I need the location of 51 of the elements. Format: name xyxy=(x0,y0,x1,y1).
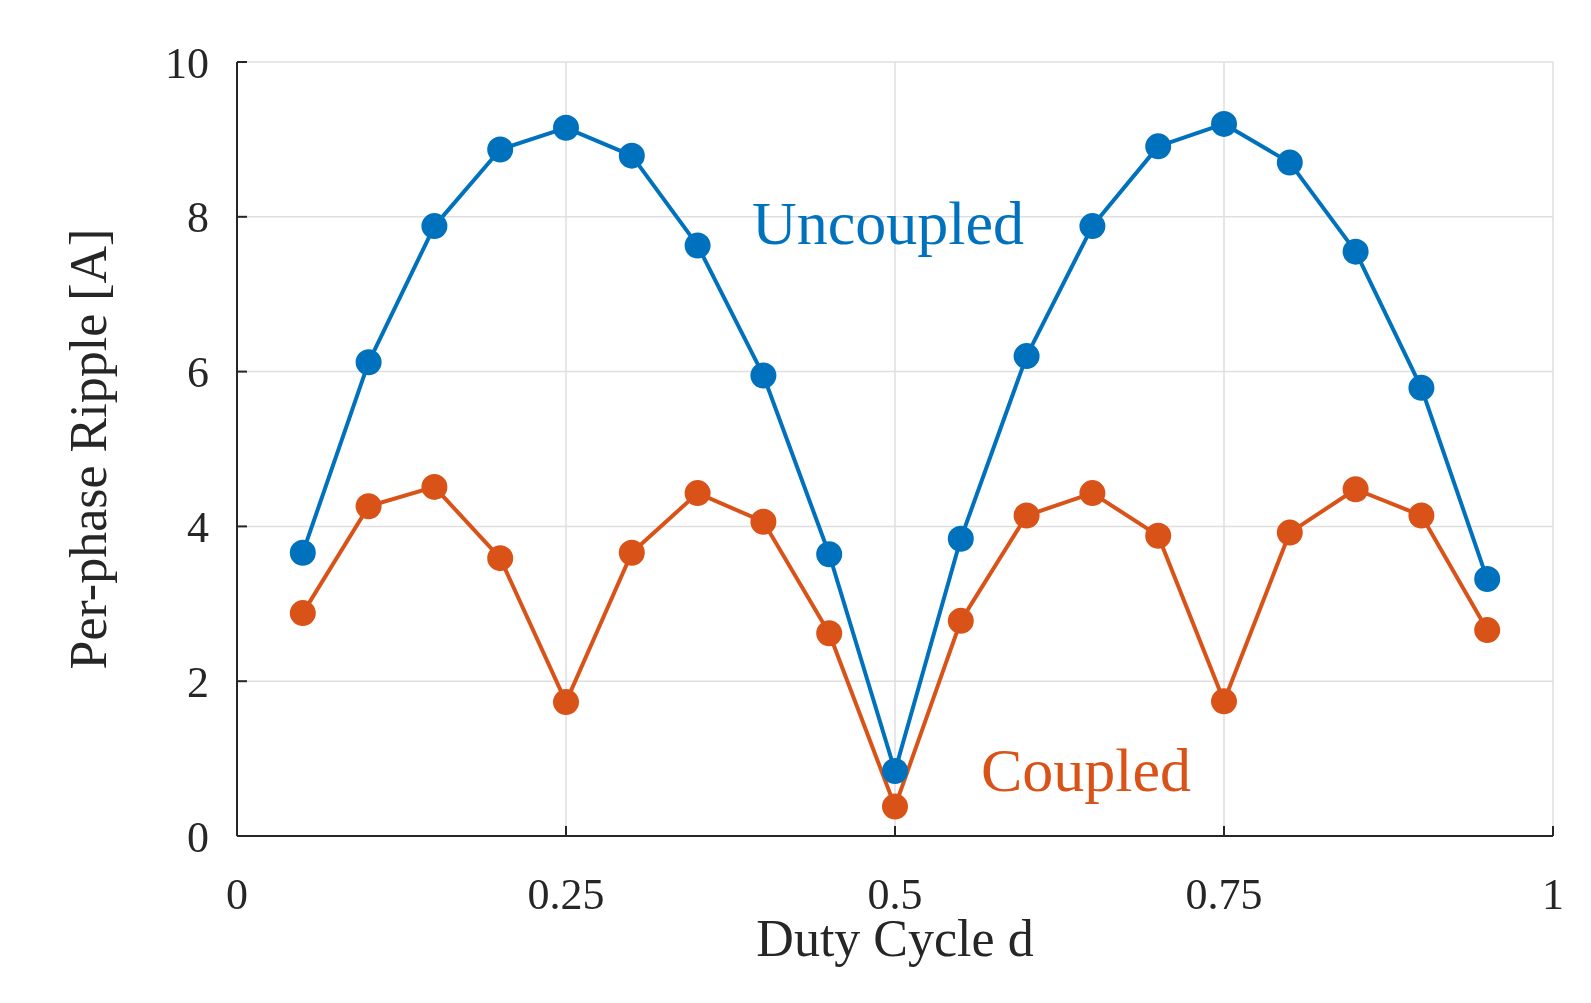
point xyxy=(289,600,316,627)
y-tick-label: 8 xyxy=(187,193,209,243)
point xyxy=(1342,238,1369,265)
point xyxy=(1145,133,1172,160)
point xyxy=(421,473,448,500)
point xyxy=(355,493,382,520)
point xyxy=(882,793,908,820)
point xyxy=(1276,519,1303,546)
point xyxy=(553,114,579,141)
y-tick-label: 0 xyxy=(187,812,209,862)
point xyxy=(487,136,514,163)
x-tick-label: 0.25 xyxy=(527,870,605,920)
point xyxy=(1145,522,1172,549)
point xyxy=(1013,502,1040,529)
y-tick-label: 10 xyxy=(165,38,209,88)
point xyxy=(1211,110,1237,137)
point xyxy=(947,525,974,552)
point xyxy=(684,480,711,507)
point xyxy=(421,213,448,240)
series-label: Coupled xyxy=(980,735,1192,806)
point xyxy=(355,349,382,376)
y-tick-label: 2 xyxy=(187,657,209,707)
point xyxy=(553,689,579,716)
point xyxy=(750,508,777,535)
y-tick-label: 6 xyxy=(187,348,209,398)
point xyxy=(1342,476,1369,503)
series-label: Uncoupled xyxy=(751,188,1025,259)
x-tick-label: 1 xyxy=(1542,870,1564,920)
point xyxy=(1408,502,1435,529)
point xyxy=(1276,149,1303,176)
y-axis-title: Per-phase Ripple [A] xyxy=(60,228,118,670)
point xyxy=(1079,213,1106,240)
point xyxy=(1408,374,1435,401)
point xyxy=(1079,480,1106,507)
point xyxy=(1013,343,1040,370)
point xyxy=(947,607,974,634)
x-tick-label: 0.75 xyxy=(1185,870,1263,920)
point xyxy=(1474,617,1501,644)
point xyxy=(487,545,514,572)
point xyxy=(618,539,645,566)
point xyxy=(618,142,645,169)
point xyxy=(684,232,711,259)
point xyxy=(882,757,908,784)
y-tick-label: 4 xyxy=(187,503,209,553)
x-tick-label: 0 xyxy=(226,870,248,920)
point xyxy=(816,541,843,568)
point xyxy=(1474,566,1501,593)
point xyxy=(750,362,777,389)
point xyxy=(816,620,843,647)
point xyxy=(289,539,316,566)
point xyxy=(1211,688,1237,715)
